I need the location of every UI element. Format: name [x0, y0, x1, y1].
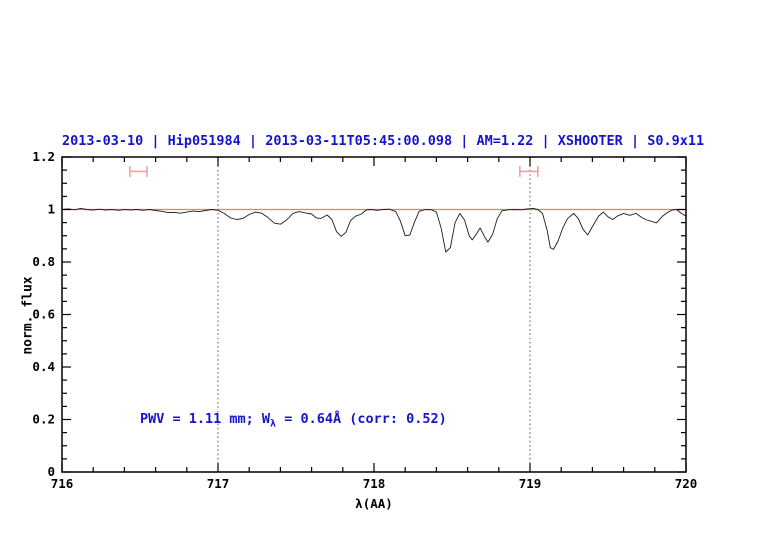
y-axis-label: norm. flux — [20, 276, 36, 355]
y-tick-label: 0.8 — [32, 254, 55, 269]
pwv-annotation: PWV = 1.11 mm; Wλ = 0.64Å (corr: 0.52) — [140, 411, 447, 430]
x-axis-label: λ(AA) — [355, 496, 393, 511]
x-tick-label: 719 — [519, 476, 542, 491]
plot-title: 2013-03-10 | Hip051984 | 2013-03-11T05:4… — [62, 133, 705, 149]
y-tick-label: 1 — [47, 202, 55, 217]
pwv-annotation-prefix: PWV = 1.11 mm; W — [140, 411, 271, 427]
x-tick-label: 720 — [675, 476, 698, 491]
y-tick-label: 0 — [47, 464, 55, 479]
x-tick-label: 717 — [207, 476, 230, 491]
x-tick-label: 716 — [51, 476, 74, 491]
y-tick-label: 0.6 — [32, 307, 55, 322]
x-tick-label: 718 — [363, 476, 386, 491]
y-tick-label: 0.4 — [32, 359, 55, 374]
y-tick-label: 0.2 — [32, 412, 55, 427]
spectrum-line — [61, 207, 687, 253]
pwv-annotation-lambda-subscript: λ — [270, 418, 277, 430]
y-tick-label: 1.2 — [32, 149, 55, 164]
pwv-annotation-suffix: = 0.64Å (corr: 0.52) — [276, 411, 447, 427]
